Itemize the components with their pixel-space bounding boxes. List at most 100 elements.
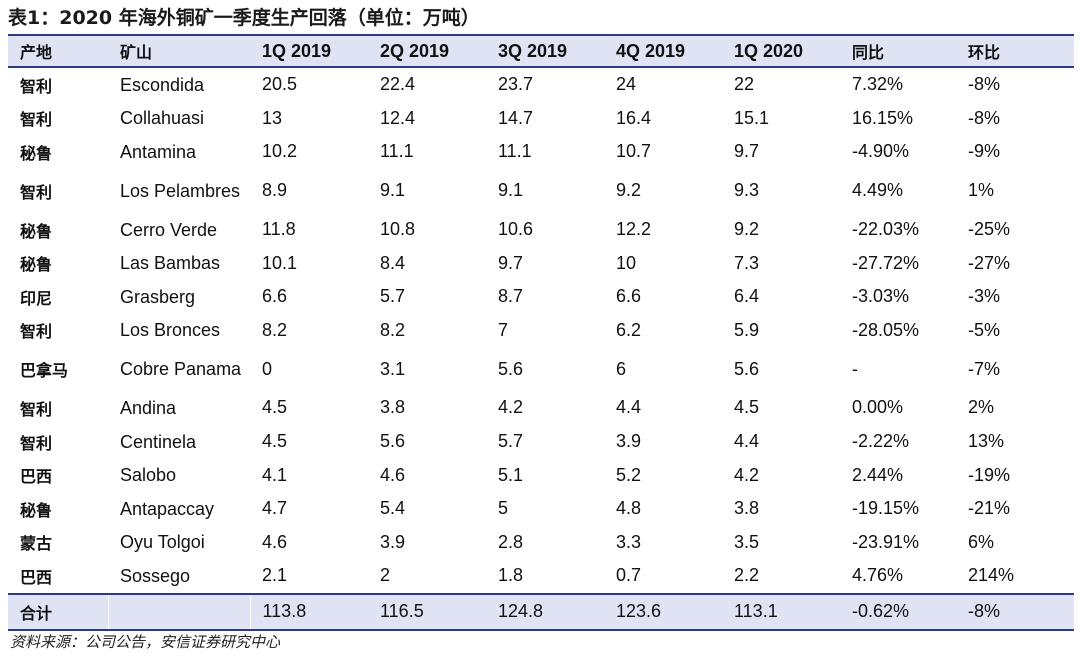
cell-4q2019: 3.3 [616, 531, 642, 552]
cell-mine: Los Pelambres [120, 180, 241, 201]
cell-4q2019: 4.4 [616, 397, 642, 418]
cell-1q2019: 4.5 [262, 397, 288, 418]
cell-region: 秘鲁 [20, 500, 53, 520]
cell-2q2019: 11.1 [380, 141, 414, 162]
table-row: 秘鲁 Cerro Verde 11.8 10.8 10.6 12.2 9.2 -22.03% -… [8, 213, 1074, 247]
cell-yoy: 0.00% [852, 397, 904, 418]
cell-region: 蒙古 [20, 534, 53, 554]
cell-1q2020: 4.5 [734, 397, 760, 418]
cell-4q2019: 5.2 [616, 464, 642, 485]
cell-1q2020: 3.5 [734, 531, 760, 552]
cell-mine: Andina [120, 397, 177, 418]
cell-1q2020: 3.8 [734, 498, 760, 519]
total-2q2019: 116.5 [368, 592, 486, 631]
cell-2q2019: 10.8 [380, 219, 416, 240]
total-qoq: -8% [956, 592, 1074, 631]
cell-yoy: 2.44% [852, 464, 904, 485]
cell-2q2019: 8.2 [380, 319, 406, 340]
cell-yoy: -2.22% [852, 431, 910, 452]
cell-2q2019: 2 [380, 565, 391, 586]
cell-3q2019: 5.7 [498, 431, 524, 452]
cell-qoq: 214% [968, 565, 1015, 586]
source-note: 资料来源：公司公告，安信证券研究中心 [10, 633, 281, 651]
cell-mine: Cerro Verde [120, 219, 218, 240]
header-4q2019: 4Q 2019 [604, 36, 722, 68]
cell-yoy: 4.49% [852, 180, 904, 201]
cell-4q2019: 12.2 [616, 219, 652, 240]
cell-qoq: -8% [968, 107, 1001, 128]
cell-4q2019: 0.7 [616, 565, 642, 586]
cell-region: 智利 [20, 182, 53, 202]
cell-2q2019: 5.7 [380, 286, 406, 307]
cell-yoy: -28.05% [852, 319, 920, 340]
cell-2q2019: 5.4 [380, 498, 406, 519]
cell-1q2020: 5.6 [734, 358, 760, 379]
cell-region: 智利 [20, 76, 53, 96]
cell-region: 秘鲁 [20, 221, 53, 241]
cell-yoy: -23.91% [852, 531, 920, 552]
cell-yoy: 16.15% [852, 107, 914, 128]
cell-1q2019: 4.7 [262, 498, 288, 519]
cell-1q2020: 4.4 [734, 431, 760, 452]
table-row: 智利 Los Pelambres 8.9 9.1 9.1 9.2 9.3 4.49% 1% [8, 169, 1074, 213]
cell-yoy: 7.32% [852, 74, 904, 95]
total-4q2019: 123.6 [604, 592, 722, 631]
cell-1q2020: 2.2 [734, 565, 760, 586]
cell-3q2019: 11.1 [498, 141, 532, 162]
cell-mine: Oyu Tolgoi [120, 532, 205, 553]
table-row: 智利 Collahuasi 13 12.4 14.7 16.4 15.1 16.15% -8% [8, 102, 1074, 136]
total-yoy: -0.62% [840, 592, 956, 631]
total-mine [108, 592, 251, 631]
cell-2q2019: 12.4 [380, 107, 416, 128]
cell-mine: Escondida [120, 74, 205, 95]
cell-mine: Antamina [120, 141, 197, 162]
cell-mine: Antapaccay [120, 498, 215, 519]
cell-1q2019: 8.9 [262, 180, 288, 201]
cell-1q2019: 10.1 [262, 252, 298, 273]
cell-4q2019: 16.4 [616, 107, 652, 128]
cell-yoy: -4.90% [852, 141, 910, 162]
cell-mine: Grasberg [120, 286, 196, 307]
table-row: 秘鲁 Antapaccay 4.7 5.4 5 4.8 3.8 -19.15% -21% [8, 492, 1074, 526]
cell-qoq: -7% [968, 358, 1001, 379]
cell-qoq: 1% [968, 180, 995, 201]
cell-qoq: -27% [968, 252, 1011, 273]
cell-qoq: -19% [968, 464, 1011, 485]
header-region: 产地 [8, 36, 108, 68]
cell-1q2019: 8.2 [262, 319, 288, 340]
cell-1q2019: 4.5 [262, 431, 288, 452]
cell-qoq: -3% [968, 286, 1001, 307]
cell-3q2019: 7 [498, 319, 509, 340]
total-1q2020: 113.1 [722, 592, 840, 631]
cell-3q2019: 8.7 [498, 286, 524, 307]
cell-3q2019: 23.7 [498, 74, 534, 95]
cell-3q2019: 1.8 [498, 565, 524, 586]
cell-3q2019: 5.6 [498, 358, 524, 379]
header-1q2020: 1Q 2020 [722, 36, 840, 68]
cell-4q2019: 24 [616, 74, 637, 95]
cell-3q2019: 4.2 [498, 397, 524, 418]
table-title: 表1：2020 年海外铜矿一季度生产回落（单位：万吨） [8, 7, 480, 29]
header-mine: 矿山 [108, 36, 250, 68]
cell-qoq: -5% [968, 319, 1001, 340]
cell-1q2019: 4.1 [262, 464, 288, 485]
cell-1q2020: 9.2 [734, 219, 760, 240]
cell-region: 巴拿马 [20, 361, 69, 381]
cell-1q2019: 20.5 [262, 74, 298, 95]
cell-3q2019: 14.7 [498, 107, 534, 128]
cell-1q2020: 6.4 [734, 286, 760, 307]
table-row: 印尼 Grasberg 6.6 5.7 8.7 6.6 6.4 -3.03% -3% [8, 280, 1074, 314]
cell-mine: Salobo [120, 465, 177, 486]
cell-3q2019: 9.7 [498, 252, 524, 273]
cell-4q2019: 4.8 [616, 498, 642, 519]
cell-4q2019: 6.6 [616, 286, 642, 307]
cell-qoq: 13% [968, 431, 1005, 452]
cell-yoy: -3.03% [852, 286, 910, 307]
cell-region: 智利 [20, 433, 53, 453]
cell-4q2019: 10.7 [616, 141, 652, 162]
cell-1q2019: 11.8 [262, 219, 296, 240]
cell-4q2019: 6.2 [616, 319, 642, 340]
cell-mine: Centinela [120, 431, 197, 452]
cell-3q2019: 5 [498, 498, 509, 519]
table-row: 智利 Centinela 4.5 5.6 5.7 3.9 4.4 -2.22% 13% [8, 425, 1074, 459]
